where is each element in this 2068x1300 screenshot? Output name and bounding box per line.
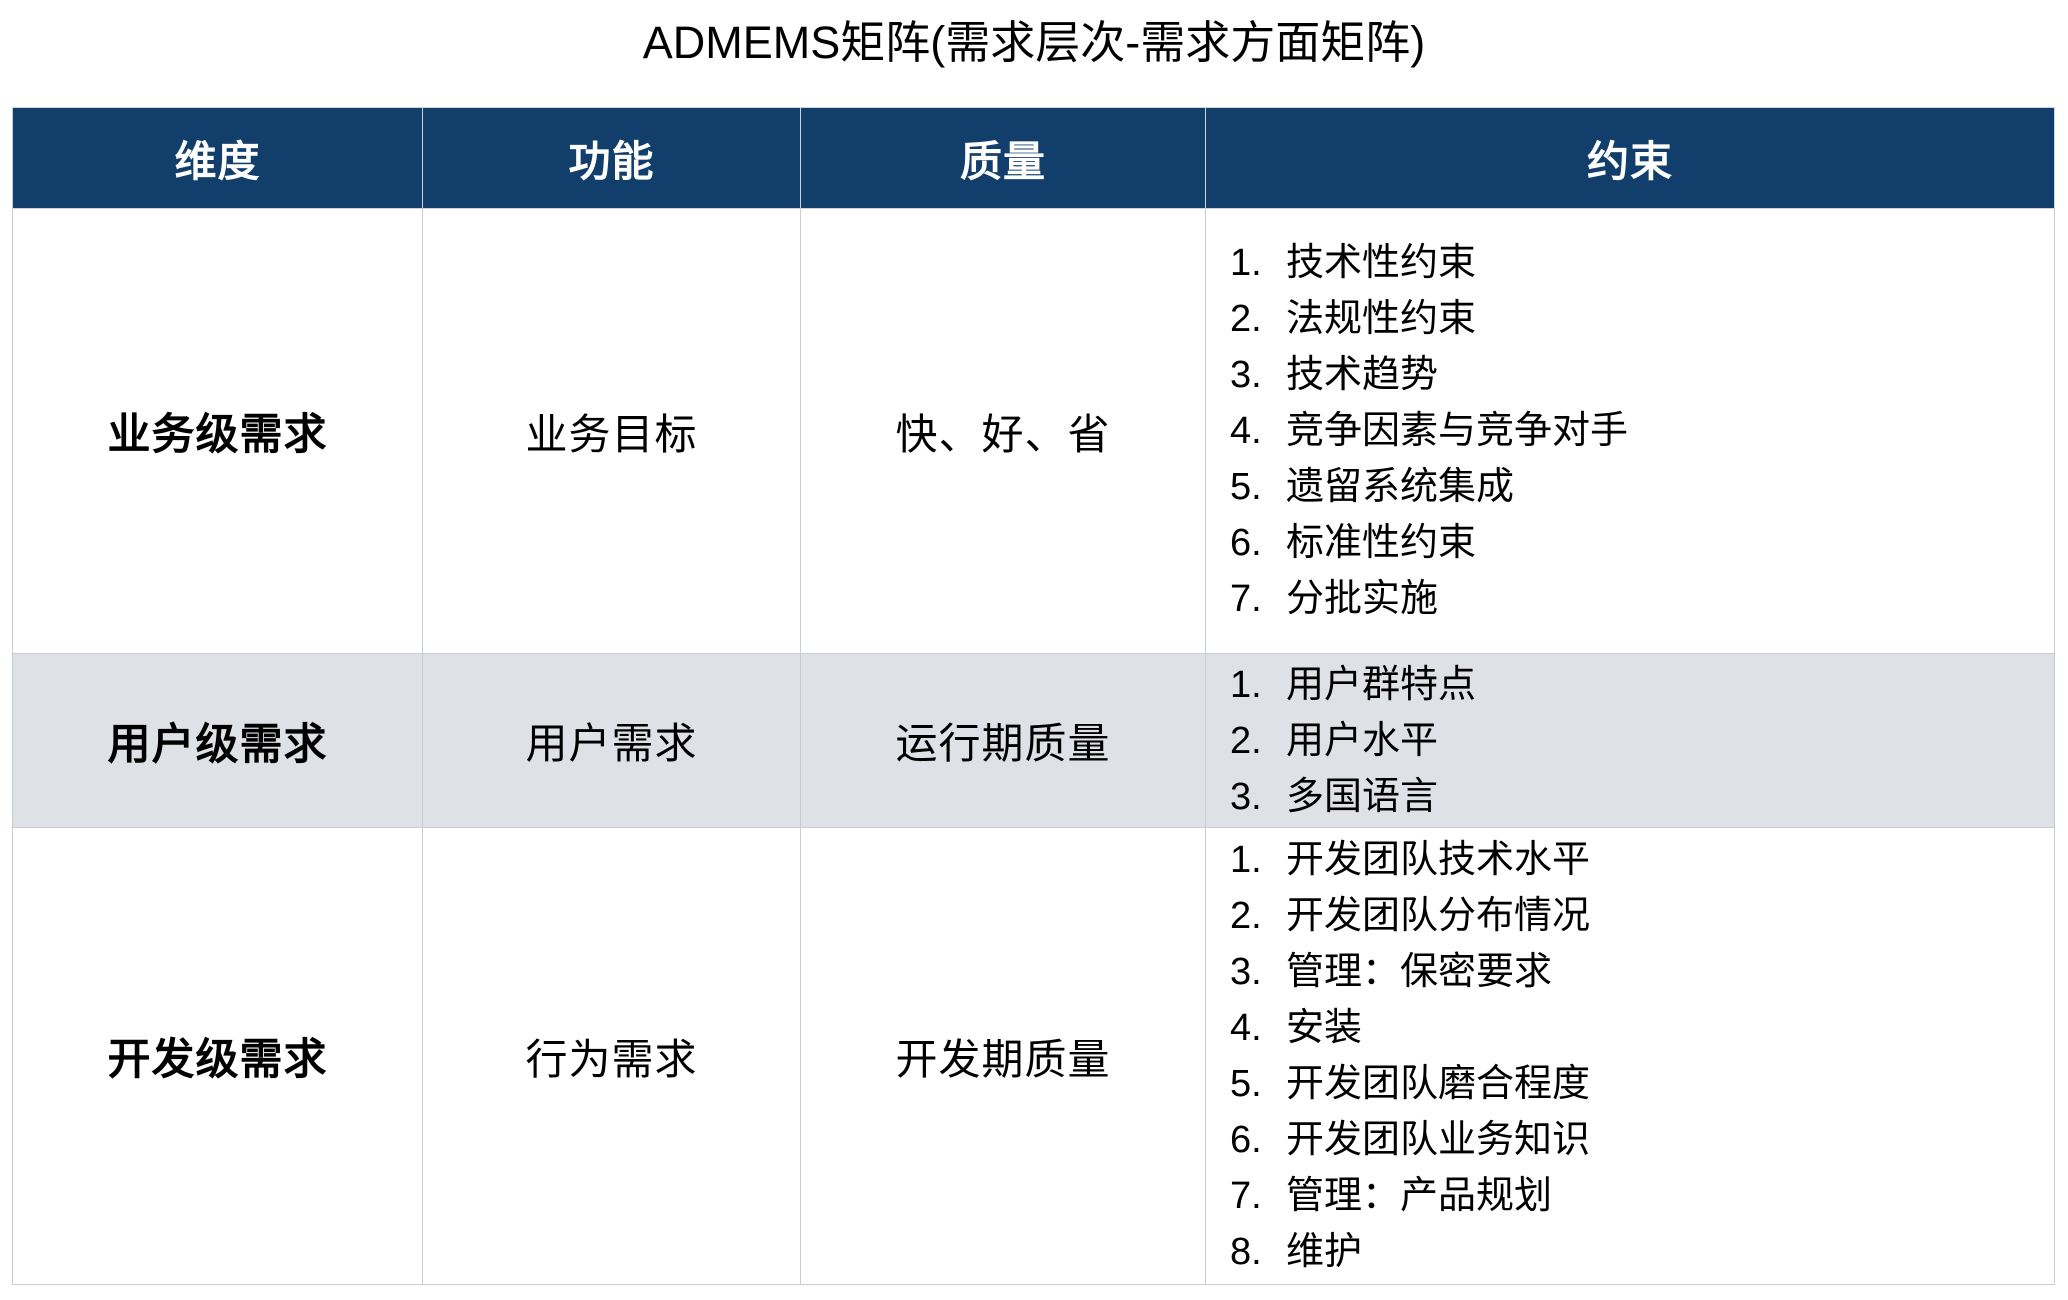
constraint-item: 2. 用户水平: [1230, 713, 2054, 769]
constraint-item-label: 安装: [1286, 1007, 1363, 1049]
constraint-item-label: 用户群特点: [1286, 663, 1477, 706]
constraint-list: 1. 开发团队技术水平 2. 开发团队分布情况 3. 管理：保密要求 4. 安装 5. 开发团队磨…: [1206, 832, 2054, 1280]
constraint-item-number: 6.: [1230, 522, 1262, 564]
cell-dimension: 开发级需求: [12, 827, 423, 1285]
constraint-item-number: 2.: [1230, 895, 1262, 937]
constraint-item-label: 管理：保密要求: [1286, 951, 1553, 993]
constraint-item-label: 遗留系统集成: [1286, 466, 1515, 508]
constraint-item: 3. 技术趋势: [1230, 347, 2054, 403]
constraint-item-label: 用户水平: [1286, 719, 1439, 762]
constraint-item-number: 3.: [1230, 354, 1262, 396]
cell-constraint: 1. 开发团队技术水平 2. 开发团队分布情况 3. 管理：保密要求 4. 安装 5. 开发团队磨…: [1205, 827, 2055, 1285]
constraint-item-label: 维护: [1286, 1231, 1363, 1273]
constraint-item-label: 开发团队分布情况: [1286, 895, 1591, 937]
constraint-item: 1. 技术性约束: [1230, 235, 2054, 291]
constraint-item-label: 多国语言: [1286, 775, 1439, 818]
column-header-function: 功能: [422, 107, 801, 209]
constraint-item-number: 1.: [1230, 242, 1262, 284]
column-header-dimension: 维度: [12, 107, 423, 209]
constraint-item-label: 标准性约束: [1286, 522, 1477, 564]
constraint-item-number: 2.: [1230, 298, 1262, 340]
constraint-item-label: 技术趋势: [1286, 354, 1439, 396]
constraint-item-label: 开发团队业务知识: [1286, 1119, 1591, 1161]
constraint-item: 8. 维护: [1230, 1224, 2054, 1280]
constraint-item: 3. 多国语言: [1230, 769, 2054, 825]
constraint-item-number: 7.: [1230, 578, 1262, 620]
cell-function: 行为需求: [422, 827, 801, 1285]
constraint-item-label: 法规性约束: [1286, 298, 1477, 340]
cell-dimension: 用户级需求: [12, 653, 423, 828]
constraint-item: 5. 开发团队磨合程度: [1230, 1056, 2054, 1112]
constraint-item-label: 分批实施: [1286, 578, 1439, 620]
table-row: 用户级需求 用户需求 运行期质量 1. 用户群特点 2. 用户水平 3. 多国语言: [12, 653, 2055, 828]
table-body: 业务级需求 业务目标 快、好、省 1. 技术性约束 2. 法规性约束 3. 技术趋势 4. 竞…: [12, 208, 2055, 1285]
cell-constraint: 1. 技术性约束 2. 法规性约束 3. 技术趋势 4. 竞争因素与竞争对手 5. 遗留系统集成 6…: [1205, 208, 2055, 654]
constraint-item-number: 4.: [1230, 1007, 1262, 1049]
table-row: 业务级需求 业务目标 快、好、省 1. 技术性约束 2. 法规性约束 3. 技术趋势 4. 竞…: [12, 208, 2055, 654]
cell-constraint: 1. 用户群特点 2. 用户水平 3. 多国语言: [1205, 653, 2055, 828]
constraint-item-label: 开发团队磨合程度: [1286, 1063, 1591, 1105]
constraint-item-number: 1.: [1230, 663, 1262, 706]
constraint-item-number: 2.: [1230, 719, 1262, 762]
column-header-quality: 质量: [800, 107, 1206, 209]
constraint-item: 2. 法规性约束: [1230, 291, 2054, 347]
constraint-item: 7. 分批实施: [1230, 571, 2054, 627]
constraint-item: 4. 竞争因素与竞争对手: [1230, 403, 2054, 459]
constraint-item-label: 开发团队技术水平: [1286, 839, 1591, 881]
cell-quality: 快、好、省: [800, 208, 1206, 654]
cell-dimension: 业务级需求: [12, 208, 423, 654]
constraint-item-number: 4.: [1230, 410, 1262, 452]
column-header-constraint: 约束: [1205, 107, 2055, 209]
constraint-item-label: 技术性约束: [1286, 242, 1477, 284]
constraint-item-number: 5.: [1230, 466, 1262, 508]
table-header: 维度 功能 质量 约束: [12, 107, 2055, 209]
constraint-item-label: 管理：产品规划: [1286, 1175, 1553, 1217]
admems-matrix-table: 维度 功能 质量 约束 业务级需求 业务目标 快、好、省 1. 技术性约束 2. 法规…: [12, 107, 2055, 1285]
constraint-item: 1. 用户群特点: [1230, 657, 2054, 713]
constraint-item-number: 3.: [1230, 775, 1262, 818]
cell-function: 用户需求: [422, 653, 801, 828]
constraint-item: 1. 开发团队技术水平: [1230, 832, 2054, 888]
constraint-item: 6. 开发团队业务知识: [1230, 1112, 2054, 1168]
constraint-item-number: 5.: [1230, 1063, 1262, 1105]
constraint-item-number: 6.: [1230, 1119, 1262, 1161]
header-row: 维度 功能 质量 约束: [12, 107, 2055, 209]
cell-quality: 开发期质量: [800, 827, 1206, 1285]
constraint-item: 5. 遗留系统集成: [1230, 459, 2054, 515]
constraint-item: 3. 管理：保密要求: [1230, 944, 2054, 1000]
constraint-item-number: 1.: [1230, 839, 1262, 881]
cell-quality: 运行期质量: [800, 653, 1206, 828]
constraint-list: 1. 用户群特点 2. 用户水平 3. 多国语言: [1206, 657, 2054, 825]
constraint-item-label: 竞争因素与竞争对手: [1286, 410, 1629, 452]
constraint-item: 6. 标准性约束: [1230, 515, 2054, 571]
constraint-item-number: 8.: [1230, 1231, 1262, 1273]
page-title: ADMEMS矩阵(需求层次-需求方面矩阵): [642, 17, 1426, 68]
constraint-item: 2. 开发团队分布情况: [1230, 888, 2054, 944]
constraint-item: 4. 安装: [1230, 1000, 2054, 1056]
constraint-item: 7. 管理：产品规划: [1230, 1168, 2054, 1224]
constraint-list: 1. 技术性约束 2. 法规性约束 3. 技术趋势 4. 竞争因素与竞争对手 5. 遗留系统集成 6…: [1206, 235, 2054, 627]
constraint-item-number: 3.: [1230, 951, 1262, 993]
table-row: 开发级需求 行为需求 开发期质量 1. 开发团队技术水平 2. 开发团队分布情况 3. 管…: [12, 827, 2055, 1285]
cell-function: 业务目标: [422, 208, 801, 654]
constraint-item-number: 7.: [1230, 1175, 1262, 1217]
